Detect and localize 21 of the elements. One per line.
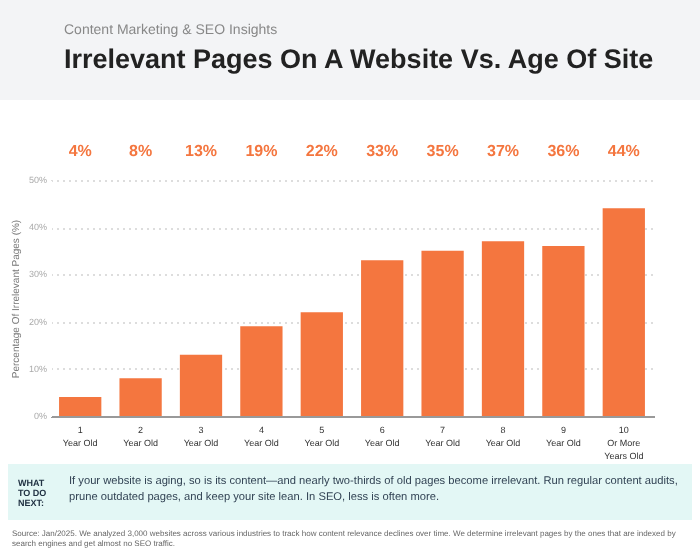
bar — [602, 208, 645, 416]
data-label: 33% — [366, 142, 399, 160]
data-label: 35% — [426, 142, 459, 160]
bar — [481, 241, 525, 416]
data-label: 37% — [486, 142, 520, 160]
bar — [119, 378, 162, 416]
bar — [300, 312, 343, 416]
data-label: 4% — [68, 142, 92, 160]
data-label: 22% — [305, 142, 338, 160]
bar — [240, 326, 283, 416]
data-label: 8% — [129, 142, 153, 160]
bar — [179, 354, 223, 416]
bar — [542, 246, 585, 416]
chart-title: Irrelevant Pages On A Website Vs. Age Of Site — [64, 44, 656, 74]
data-label: 13% — [184, 142, 218, 160]
bar — [361, 260, 404, 416]
data-label: 19% — [245, 142, 278, 160]
bar — [59, 397, 102, 416]
data-label: 36% — [547, 142, 580, 160]
bar — [421, 250, 464, 416]
data-label: 44% — [607, 142, 640, 160]
